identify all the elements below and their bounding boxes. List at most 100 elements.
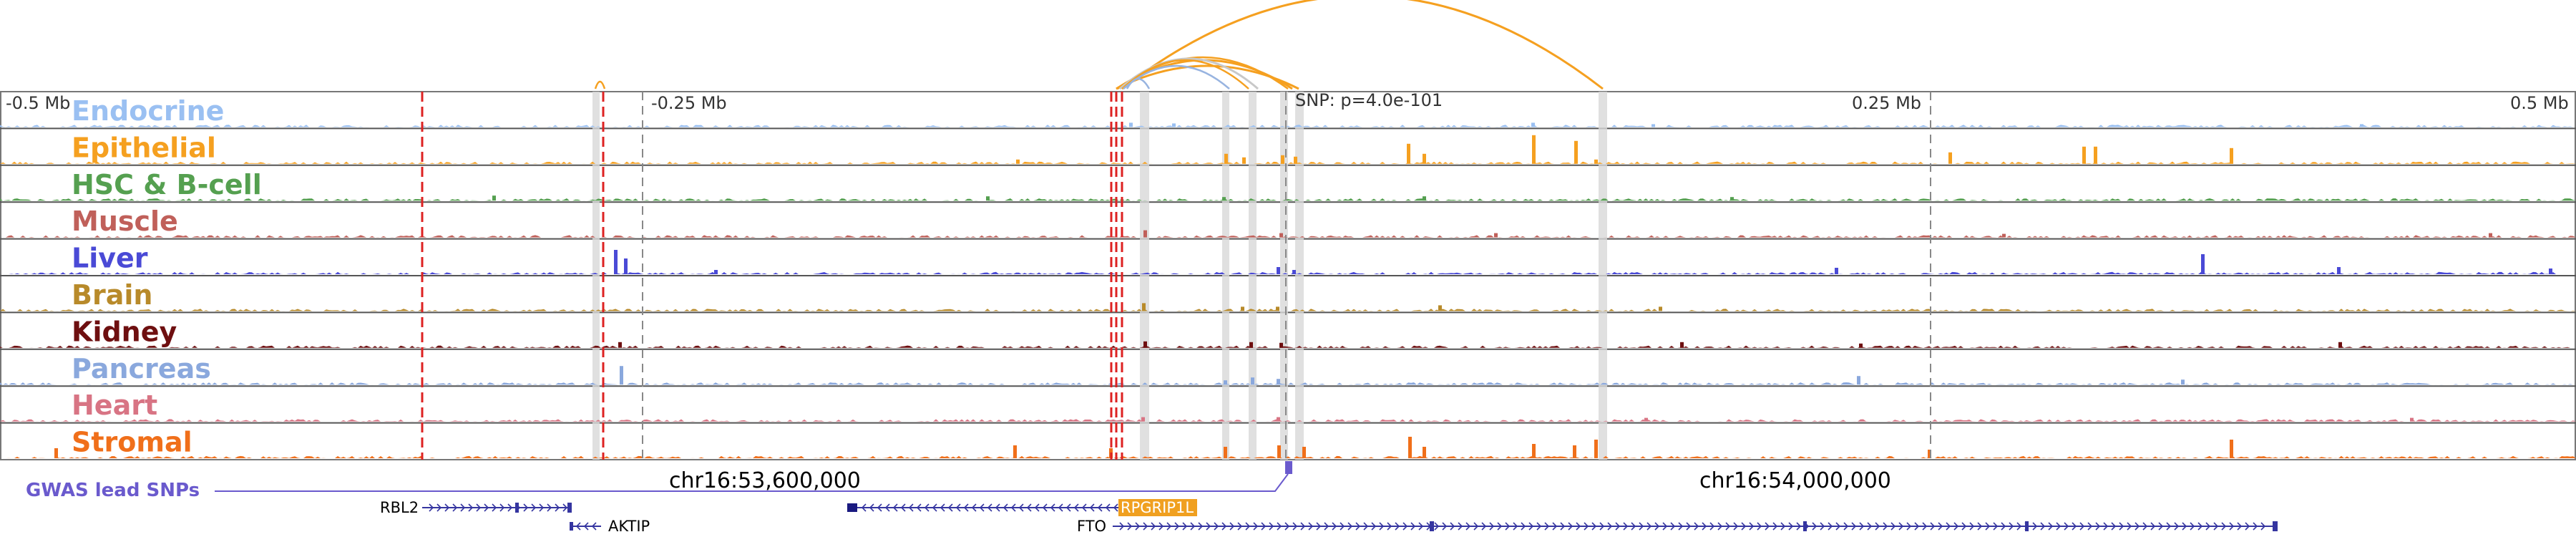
track-noise: [0, 271, 2576, 274]
coordinate-right: chr16:54,000,000: [1699, 468, 1891, 493]
strand-chevron: [1292, 522, 1298, 531]
strand-chevron: [1387, 522, 1392, 531]
track-peak: [1292, 270, 1296, 274]
strand-chevron: [2213, 522, 2219, 531]
strand-chevron: [877, 503, 882, 512]
strand-chevron: [1961, 522, 1967, 531]
track-signal-pancreas: [0, 366, 2576, 385]
coordinate-left: chr16:53,600,000: [669, 468, 861, 493]
strand-chevron: [1709, 522, 1715, 531]
track-signal-brain: [0, 303, 2576, 311]
strand-chevron: [1371, 522, 1377, 531]
strand-chevron: [1993, 522, 1999, 531]
strand-chevron: [2158, 522, 2164, 531]
strand-chevron: [1725, 522, 1731, 531]
track-peak: [1276, 306, 1279, 311]
strand-chevron: [1050, 503, 1055, 512]
strand-chevron: [979, 503, 985, 512]
track-peak: [714, 270, 718, 274]
strand-chevron: [1119, 522, 1125, 531]
strand-chevron: [2205, 522, 2211, 531]
strand-chevron: [2135, 522, 2140, 531]
gene-exon-fto-end: [2273, 521, 2278, 531]
strand-chevron: [1521, 522, 1526, 531]
strand-chevron: [1221, 522, 1227, 531]
track-peak: [1423, 196, 1426, 201]
gene-exon-fto-2: [1803, 521, 1807, 531]
strand-chevron: [1340, 522, 1345, 531]
gene-exon-rbl2-end: [567, 503, 572, 513]
strand-chevron: [1859, 522, 1865, 531]
strand-chevron: [1623, 522, 1629, 531]
strand-chevron: [1607, 522, 1613, 531]
track-signal-hsc-b-cell: [0, 195, 2576, 201]
strand-chevron: [1042, 503, 1048, 512]
track-peak: [54, 448, 58, 458]
strand-chevron: [2260, 522, 2266, 531]
strand-chevron: [908, 503, 914, 512]
strand-chevron: [2221, 522, 2227, 531]
strand-chevron: [1772, 522, 1778, 531]
axis-label-left: -0.5 Mb: [6, 93, 70, 113]
track-noise: [0, 345, 2576, 348]
strand-chevron: [1741, 522, 1747, 531]
strand-chevron: [1591, 522, 1597, 531]
strand-chevron: [2150, 522, 2156, 531]
track-signal-heart: [0, 417, 2576, 422]
strand-chevron: [499, 503, 505, 512]
strand-chevron: [2190, 522, 2195, 531]
strand-chevron: [1002, 503, 1008, 512]
strand-chevron: [1686, 522, 1692, 531]
strand-chevron: [2087, 522, 2093, 531]
strand-chevron: [1379, 522, 1385, 531]
strand-chevron: [1058, 503, 1063, 512]
strand-chevron: [1127, 522, 1133, 531]
strand-chevron: [1560, 522, 1566, 531]
track-noise: [0, 161, 2576, 164]
strand-chevron: [2166, 522, 2172, 531]
strand-chevron: [1946, 522, 1951, 531]
strand-chevron: [1277, 522, 1282, 531]
strand-chevron: [1081, 503, 1087, 512]
strand-chevron: [1034, 503, 1040, 512]
gene-label-rbl2: RBL2: [380, 499, 419, 516]
strand-chevron: [1135, 522, 1141, 531]
track-signal-liver: [0, 250, 2576, 274]
strand-chevron: [2127, 522, 2132, 531]
strand-chevron: [1182, 522, 1188, 531]
axis-label-right: 0.5 Mb: [2510, 93, 2569, 113]
strand-chevron: [1536, 522, 1542, 531]
chromatin-loop-arcs: [594, 0, 1604, 90]
track-peak: [2337, 267, 2341, 274]
strand-chevron: [947, 503, 953, 512]
strand-chevron: [1245, 522, 1251, 531]
strand-chevron: [2001, 522, 2006, 531]
gene-aktip: AKTIP: [570, 518, 650, 535]
gwas-snp-connector: [215, 473, 1289, 492]
strand-chevron: [1828, 522, 1833, 531]
strand-chevron: [1890, 522, 1896, 531]
track-label: Muscle: [72, 205, 178, 237]
strand-chevron: [2111, 522, 2117, 531]
track-peak: [1531, 122, 1535, 127]
strand-chevron: [1694, 522, 1699, 531]
track-peak: [1680, 342, 1684, 348]
track-peak: [1242, 157, 1246, 164]
track-peak: [2338, 342, 2342, 348]
strand-chevron: [555, 503, 560, 512]
axis-tick-lines: [642, 92, 1931, 460]
track-peak: [1407, 143, 1410, 164]
strand-chevron: [1395, 522, 1400, 531]
strand-chevron: [1418, 522, 1424, 531]
axis-label-snp: SNP: p=4.0e-101: [1295, 90, 1443, 110]
strand-chevron: [971, 503, 977, 512]
strand-chevron: [1615, 522, 1621, 531]
track-peak: [1172, 123, 1176, 127]
snp-highlight-band: [1295, 92, 1304, 460]
strand-chevron: [1458, 522, 1463, 531]
strand-chevron: [1654, 522, 1660, 531]
strand-chevron: [1765, 522, 1770, 531]
track-signal-kidney: [0, 341, 2576, 348]
strand-chevron: [1757, 522, 1762, 531]
